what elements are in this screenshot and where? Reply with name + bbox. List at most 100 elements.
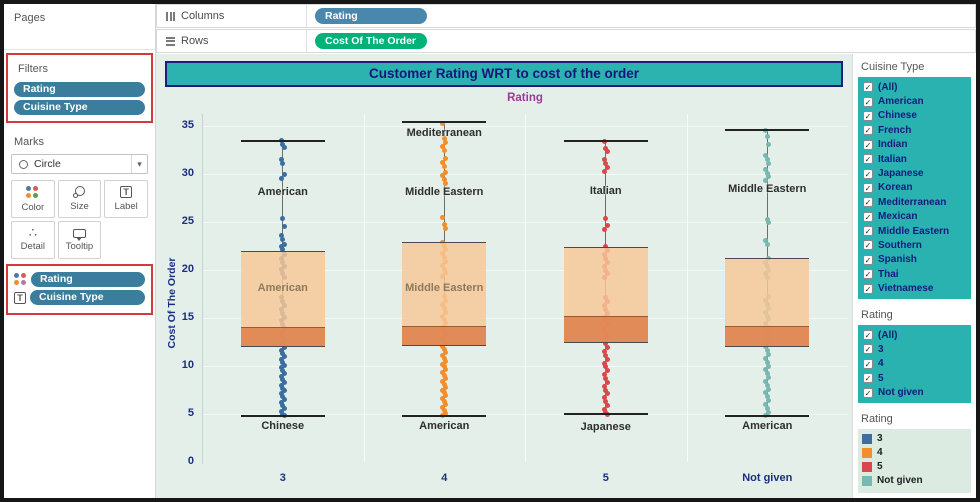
- mark-circle[interactable]: [604, 164, 610, 170]
- mark-circle[interactable]: [763, 355, 769, 361]
- mark-circle[interactable]: [443, 375, 449, 381]
- mark-circle[interactable]: [764, 134, 770, 140]
- mark-circle[interactable]: [603, 364, 609, 370]
- checkbox-checked-icon[interactable]: ✓: [863, 182, 873, 193]
- text-label-icon[interactable]: T: [14, 291, 26, 304]
- mark-circle[interactable]: [441, 135, 447, 141]
- mark-circle[interactable]: [601, 349, 607, 355]
- mark-circle[interactable]: [603, 375, 609, 381]
- mark-type-dropdown[interactable]: Circle ▾: [11, 154, 148, 174]
- mark-circle[interactable]: [278, 365, 284, 371]
- mark-circle[interactable]: [603, 399, 609, 405]
- cuisine-filter-item[interactable]: ✓ Thai: [860, 267, 969, 281]
- mark-circle[interactable]: [764, 216, 770, 222]
- boxplot-median-band[interactable]: [563, 316, 648, 342]
- mark-circle[interactable]: [603, 160, 609, 166]
- checkbox-checked-icon[interactable]: ✓: [863, 387, 873, 398]
- legend-item[interactable]: 5: [860, 460, 969, 474]
- cuisine-filter-item[interactable]: ✓ Japanese: [860, 166, 969, 180]
- mark-circle[interactable]: [281, 371, 287, 377]
- mark-circle[interactable]: [281, 397, 287, 403]
- mark-circle[interactable]: [763, 367, 769, 373]
- mark-circle[interactable]: [604, 391, 610, 397]
- mark-circle[interactable]: [278, 244, 284, 250]
- cuisine-filter-item[interactable]: ✓ Middle Eastern: [860, 224, 969, 238]
- checkbox-checked-icon[interactable]: ✓: [863, 344, 873, 355]
- mark-circle[interactable]: [281, 353, 287, 359]
- mark-circle[interactable]: [278, 157, 284, 163]
- mark-circle[interactable]: [441, 373, 447, 379]
- mark-circle[interactable]: [440, 370, 446, 376]
- mark-circle[interactable]: [280, 385, 286, 391]
- boxplot-median-band[interactable]: [725, 325, 810, 346]
- mark-circle[interactable]: [278, 391, 284, 397]
- mark-circle[interactable]: [766, 398, 772, 404]
- mark-circle[interactable]: [280, 236, 286, 242]
- mark-circle[interactable]: [281, 388, 287, 394]
- mark-circle[interactable]: [278, 408, 284, 414]
- checkbox-checked-icon[interactable]: ✓: [863, 254, 873, 265]
- cuisine-filter-item[interactable]: ✓ (All): [860, 80, 969, 94]
- checkbox-checked-icon[interactable]: ✓: [863, 125, 873, 136]
- cuisine-filter-item[interactable]: ✓ Mediterranean: [860, 195, 969, 209]
- mark-circle[interactable]: [278, 382, 284, 388]
- mark-circle[interactable]: [281, 362, 287, 368]
- mark-circle[interactable]: [280, 215, 286, 221]
- mark-circle[interactable]: [281, 172, 287, 178]
- legend-item[interactable]: Not given: [860, 474, 969, 488]
- mark-circle[interactable]: [441, 222, 447, 228]
- cuisine-filter-item[interactable]: ✓ Italian: [860, 152, 969, 166]
- checkbox-checked-icon[interactable]: ✓: [863, 197, 873, 208]
- mark-circle[interactable]: [280, 368, 286, 374]
- mark-circle[interactable]: [766, 409, 772, 415]
- mark-circle[interactable]: [764, 359, 770, 365]
- mark-circle[interactable]: [281, 379, 287, 385]
- mark-circle[interactable]: [601, 157, 607, 163]
- mark-circle[interactable]: [764, 382, 770, 388]
- checkbox-checked-icon[interactable]: ✓: [863, 283, 873, 294]
- tooltip-button[interactable]: Tooltip: [57, 221, 102, 259]
- columns-shelf[interactable]: Columns Rating: [156, 4, 976, 28]
- cuisine-filter-item[interactable]: ✓ French: [860, 123, 969, 137]
- cuisine-filter-item[interactable]: ✓ Indian: [860, 138, 969, 152]
- mark-circle[interactable]: [440, 352, 446, 358]
- checkbox-checked-icon[interactable]: ✓: [863, 269, 873, 280]
- mark-circle[interactable]: [766, 160, 772, 166]
- mark-circle[interactable]: [601, 360, 607, 366]
- mark-circle[interactable]: [441, 364, 447, 370]
- cuisine-filter-item[interactable]: ✓ Korean: [860, 181, 969, 195]
- mark-circle[interactable]: [764, 157, 770, 163]
- mark-circle[interactable]: [764, 348, 770, 354]
- cuisine-filter-item[interactable]: ✓ Mexican: [860, 210, 969, 224]
- mark-circle[interactable]: [281, 345, 287, 351]
- mark-circle[interactable]: [763, 378, 769, 384]
- rating-filter-item[interactable]: ✓ (All): [860, 328, 969, 342]
- mark-circle[interactable]: [763, 344, 769, 350]
- rating-filter-item[interactable]: ✓ 4: [860, 357, 969, 371]
- mark-circle[interactable]: [766, 174, 772, 180]
- checkbox-checked-icon[interactable]: ✓: [863, 330, 873, 341]
- mark-circle[interactable]: [443, 156, 449, 162]
- mark-circle[interactable]: [441, 163, 447, 169]
- mark-circle[interactable]: [763, 153, 769, 159]
- mark-circle[interactable]: [764, 170, 770, 176]
- mark-circle[interactable]: [764, 371, 770, 377]
- mark-circle[interactable]: [764, 394, 770, 400]
- mark-circle[interactable]: [443, 358, 449, 364]
- mark-circle[interactable]: [601, 227, 607, 233]
- mark-circle[interactable]: [766, 141, 772, 147]
- mark-circle[interactable]: [441, 355, 447, 361]
- checkbox-checked-icon[interactable]: ✓: [863, 139, 873, 150]
- mark-circle[interactable]: [604, 345, 610, 351]
- mark-circle[interactable]: [601, 406, 607, 412]
- cuisine-filter-item[interactable]: ✓ American: [860, 94, 969, 108]
- mark-circle[interactable]: [440, 387, 446, 393]
- mark-circle[interactable]: [440, 361, 446, 367]
- mark-circle[interactable]: [281, 224, 287, 230]
- mark-circle[interactable]: [280, 376, 286, 382]
- mark-circle[interactable]: [440, 159, 446, 165]
- rows-shelf[interactable]: Rows Cost Of The Order: [156, 29, 976, 53]
- rating-filter-item[interactable]: ✓ 3: [860, 342, 969, 356]
- mark-circle[interactable]: [441, 381, 447, 387]
- mark-circle[interactable]: [441, 399, 447, 405]
